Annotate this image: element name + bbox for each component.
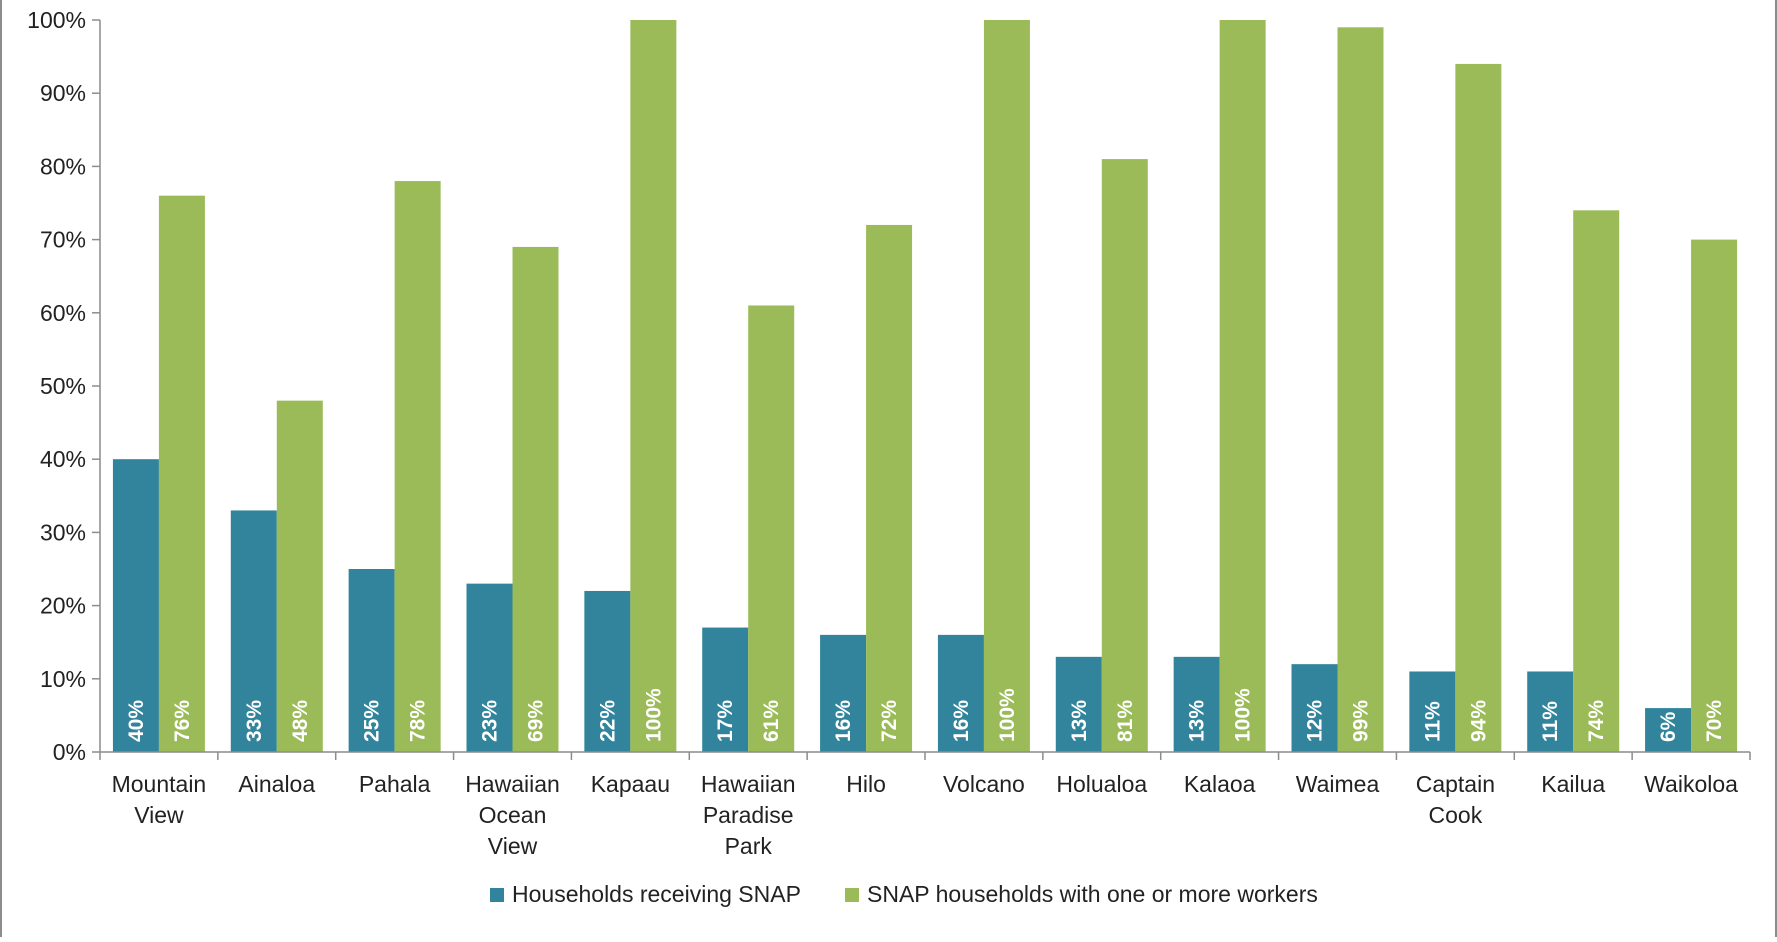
bar — [937, 634, 984, 752]
y-tick-label: 100% — [27, 7, 86, 33]
data-label: 69% — [525, 700, 548, 742]
bars: 40% 76% 33% 48% 25% 78% 23% 69% 22% 100% 17% 61% 16%… — [112, 20, 1738, 753]
data-label: 48% — [289, 700, 312, 742]
category-label: Kapaau — [591, 771, 670, 797]
bar — [466, 583, 513, 752]
bar — [230, 510, 277, 752]
data-label: 78% — [407, 700, 430, 742]
bar — [1055, 656, 1102, 752]
bar — [866, 224, 913, 752]
category-label: Captain — [1416, 771, 1495, 797]
data-label: 13% — [1186, 700, 1209, 742]
legend-swatch — [845, 888, 859, 902]
bar — [1173, 656, 1220, 752]
data-label: 81% — [1114, 700, 1137, 742]
data-label: 100% — [996, 688, 1019, 742]
category-label: Kailua — [1541, 771, 1605, 797]
data-label: 25% — [361, 700, 384, 742]
category-label: Waikoloa — [1644, 771, 1738, 797]
category-label: Kalaoa — [1184, 771, 1256, 797]
bar — [1527, 671, 1574, 752]
category-label: Hawaiian — [465, 771, 560, 797]
data-label: 16% — [832, 700, 855, 742]
category-label: Waimea — [1296, 771, 1380, 797]
category-label: Cook — [1429, 802, 1483, 828]
bar — [512, 246, 559, 753]
data-label: 22% — [596, 700, 619, 742]
bar — [394, 181, 441, 753]
category-label: View — [134, 802, 184, 828]
data-label: 33% — [243, 700, 266, 742]
x-axis: Mountain View Ainaloa Pahala Hawaiian Ocean Vi… — [99, 751, 1751, 859]
data-label: 61% — [760, 700, 783, 742]
category-label: Pahala — [359, 771, 431, 797]
bar — [1455, 63, 1502, 753]
category-label: Hawaiian — [701, 771, 796, 797]
legend-swatch — [490, 888, 504, 902]
category-label: Mountain — [112, 771, 207, 797]
bar — [630, 20, 677, 752]
bar — [1573, 210, 1620, 752]
data-label: 16% — [950, 700, 973, 742]
bar — [112, 459, 159, 752]
data-label: 11% — [1421, 701, 1444, 742]
data-label: 70% — [1703, 700, 1726, 742]
bar — [584, 590, 631, 752]
category-label: Hilo — [846, 771, 886, 797]
y-tick-label: 40% — [40, 446, 86, 472]
category-label: Volcano — [943, 771, 1025, 797]
data-label: 94% — [1467, 700, 1490, 742]
y-tick-label: 0% — [53, 739, 86, 765]
bar — [983, 20, 1030, 752]
bar — [702, 627, 749, 752]
bar — [820, 634, 867, 752]
bar — [748, 305, 795, 752]
data-label: 12% — [1304, 700, 1327, 742]
y-axis: 0% 10% 20% 30% 40% 50% 60% 70% 80% 90% 100% — [27, 7, 101, 765]
legend-label: Households receiving SNAP — [512, 881, 801, 907]
category-label: Paradise — [703, 802, 794, 828]
y-tick-label: 60% — [40, 300, 86, 326]
y-tick-label: 70% — [40, 227, 86, 253]
bar — [1219, 20, 1266, 752]
y-tick-label: 10% — [40, 666, 86, 692]
data-label: 40% — [125, 700, 148, 742]
data-label: 74% — [1585, 700, 1608, 742]
bar — [348, 569, 395, 752]
y-tick-label: 20% — [40, 593, 86, 619]
bar — [158, 195, 205, 752]
legend: Households receiving SNAP SNAP households… — [490, 881, 1318, 907]
data-label: 72% — [878, 700, 901, 742]
data-label: 11% — [1539, 701, 1562, 742]
category-label: View — [488, 833, 538, 859]
y-tick-label: 90% — [40, 80, 86, 106]
y-tick-label: 80% — [40, 153, 86, 179]
data-label: 13% — [1068, 700, 1091, 742]
category-label: Holualoa — [1056, 771, 1147, 797]
category-label: Park — [725, 833, 773, 859]
data-label: 99% — [1350, 700, 1373, 742]
data-label: 100% — [642, 688, 665, 742]
data-label: 17% — [714, 700, 737, 742]
data-label: 6% — [1657, 711, 1680, 742]
bar — [1645, 708, 1692, 752]
bar — [1291, 664, 1338, 752]
bar — [1409, 671, 1456, 752]
legend-label: SNAP households with one or more workers — [867, 881, 1318, 907]
data-label: 100% — [1232, 688, 1255, 742]
category-label: Ocean — [479, 802, 547, 828]
data-label: 76% — [171, 700, 194, 742]
bar — [1691, 239, 1738, 753]
y-tick-label: 50% — [40, 373, 86, 399]
bar — [1101, 159, 1148, 752]
category-label: Ainaloa — [238, 771, 315, 797]
y-tick-label: 30% — [40, 519, 86, 545]
bar — [276, 400, 323, 752]
data-label: 23% — [479, 700, 502, 742]
bar — [1337, 27, 1384, 752]
